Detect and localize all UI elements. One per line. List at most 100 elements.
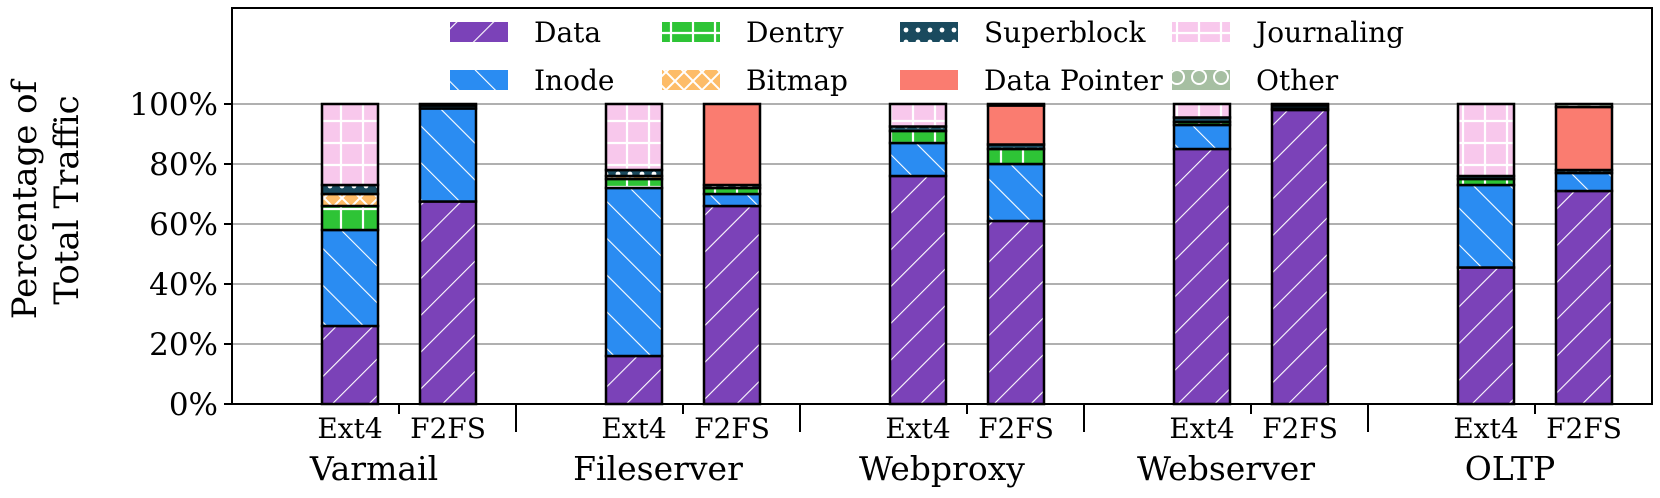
bar-label-ext4: Ext4 [1169, 412, 1234, 445]
legend: Data Inode Dentry Bitmap Superblock Data Poin… [450, 16, 1404, 97]
legend-swatch-hatch [1172, 70, 1230, 90]
bar-segment-hatch [322, 185, 378, 194]
bar-segment-hatch [606, 356, 662, 404]
bar-segment-hatch [704, 194, 760, 206]
bar-segment-hatch [1458, 176, 1514, 179]
bar-label-ext4: Ext4 [317, 412, 382, 445]
plot-frame [231, 7, 1653, 405]
bar-segment-hatch [322, 194, 378, 206]
labels-layer: 0% 20% 40% 60% 80% 100% Ext4 F2FS Varmail Ext4 F2F… [129, 87, 1622, 488]
bar-segment-hatch [890, 126, 946, 131]
bar-segment-hatch [988, 149, 1044, 164]
bar-segment-hatch [1174, 117, 1230, 122]
bar-segment-outline [320, 102, 380, 187]
bar-segment-hatch [704, 185, 760, 188]
bar-segment-hatch [1458, 267, 1514, 404]
bar-segment-hatch [606, 176, 662, 179]
y-tick-label: 0% [169, 387, 218, 423]
bar-segment-hatch [1458, 104, 1514, 176]
bar-segment-outline [1456, 102, 1516, 178]
bar-segment-hatch [1458, 185, 1514, 268]
bar-segment-hatch [1556, 173, 1612, 191]
y-tick-label: 80% [149, 147, 218, 183]
legend-label: Bitmap [746, 64, 848, 97]
y-tick-label: 40% [149, 267, 218, 303]
bar-segment-hatch [1174, 125, 1230, 149]
bar-segment-hatch [1272, 110, 1328, 404]
bar-label-f2fs: F2FS [1262, 412, 1338, 445]
bar-segment-hatch [606, 170, 662, 176]
legend-label: Superblock [984, 16, 1147, 49]
bar-label-ext4: Ext4 [885, 412, 950, 445]
bar-segment-hatch [420, 105, 476, 109]
bar-segment-outline [418, 102, 478, 107]
group-label-oltp: OLTP [1465, 449, 1556, 488]
legend-swatch [900, 70, 958, 90]
bar-segment-outline [888, 102, 948, 128]
group-label-fileserver: Fileserver [573, 449, 743, 488]
legend-swatch-hatch [450, 70, 508, 90]
legend-swatch-hatch [450, 22, 508, 42]
group-label-webproxy: Webproxy [859, 449, 1025, 488]
bar-segment-outline [986, 102, 1046, 107]
y-axis-label-line1: Percentage of [5, 78, 45, 319]
bar-segment-hatch [322, 326, 378, 404]
bar-segment-hatch [1458, 179, 1514, 185]
bar-segment-hatch [890, 176, 946, 404]
y-tick-label: 20% [149, 327, 218, 363]
legend-swatch-hatch [662, 70, 720, 90]
bar-label-f2fs: F2FS [1546, 412, 1622, 445]
legend-label: Other [1256, 64, 1339, 97]
legend-label: Data [534, 16, 601, 49]
legend-label: Data Pointer [984, 64, 1163, 97]
bar-segment-hatch [606, 179, 662, 188]
bar-segment-outline [604, 102, 664, 172]
bar-segment-hatch [420, 108, 476, 202]
bar-label-f2fs: F2FS [978, 412, 1054, 445]
group-label-webserver: Webserver [1137, 449, 1315, 488]
legend-label: Dentry [746, 16, 844, 49]
bar-segment-outline [702, 102, 762, 187]
bar-segment-hatch [704, 188, 760, 194]
bar-segment-hatch [322, 230, 378, 326]
y-axis-label-line2: Total Traffic [47, 95, 87, 304]
bar-label-f2fs: F2FS [694, 412, 770, 445]
bar-segment-hatch [890, 131, 946, 143]
bar-segment-hatch [1556, 104, 1612, 107]
legend-label: Journaling [1253, 16, 1404, 49]
bar-segment-hatch [322, 104, 378, 185]
bar-segment-hatch [1556, 191, 1612, 404]
bar-segment-hatch [1174, 104, 1230, 118]
bar-segment-hatch [704, 206, 760, 404]
bar-segment-outline [1172, 102, 1232, 119]
bar-segment-outline [1270, 102, 1330, 107]
legend-swatch-hatch [1172, 22, 1230, 42]
bar-segment-hatch [1556, 170, 1612, 173]
bar-segment-hatch [988, 221, 1044, 404]
bar-segment [1556, 107, 1612, 170]
bar-segment-hatch [1174, 149, 1230, 404]
legend-label: Inode [534, 64, 614, 97]
bar-segment-hatch [1272, 105, 1328, 109]
bar-segment [704, 104, 760, 185]
bar-segment-hatch [322, 206, 378, 230]
bar-segment-hatch [606, 188, 662, 356]
group-label-varmail: Varmail [309, 449, 438, 488]
bar-segment-hatch [890, 104, 946, 127]
legend-swatch-hatch [662, 22, 720, 42]
axes-layer [224, 7, 1653, 432]
bar-segment [988, 105, 1044, 145]
bar-label-f2fs: F2FS [410, 412, 486, 445]
bar-segment-hatch [890, 143, 946, 176]
bar-segment-hatch [420, 201, 476, 404]
bars-layer [320, 102, 1614, 406]
y-tick-label: 60% [149, 207, 218, 243]
bar-label-ext4: Ext4 [1453, 412, 1518, 445]
bar-segment-hatch [1174, 122, 1230, 125]
bar-segment-hatch [606, 104, 662, 170]
y-tick-label: 100% [129, 87, 218, 123]
bar-segment-hatch [988, 164, 1044, 221]
bar-segment-outline [1554, 102, 1614, 109]
bar-segment-hatch [988, 144, 1044, 149]
